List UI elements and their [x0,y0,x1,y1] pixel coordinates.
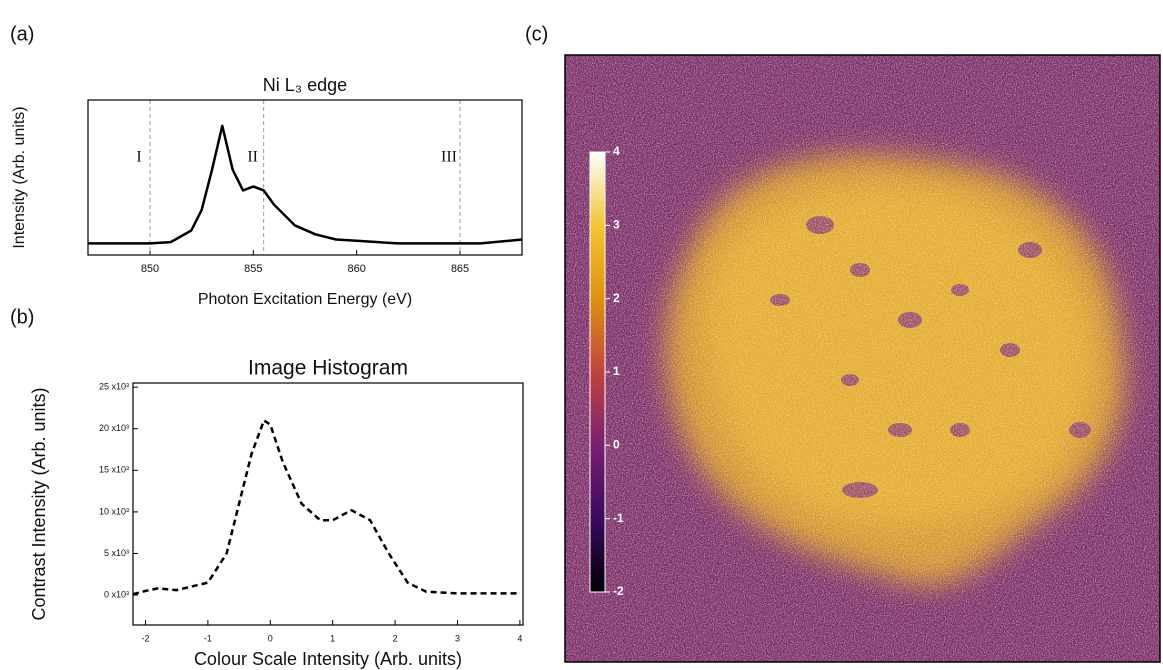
x-tick-label: -1 [204,633,212,643]
y-axis-label: Intensity (Arb. units) [11,106,28,248]
x-tick-label: 1 [330,633,335,643]
x-tick-label: 850 [141,263,159,275]
microscopy-image [565,55,1160,662]
reference-label: II [247,149,258,166]
x-tick-label: 855 [244,263,262,275]
data-line [132,419,520,596]
panel-label: (c) [525,23,548,45]
x-axis-label: Photon Excitation Energy (eV) [198,291,412,308]
y-tick-label: 5 x10³ [104,548,129,558]
x-tick-label: 865 [451,263,469,275]
colorbar-tick-label: 0 [613,438,620,452]
colorbar-tick-label: 3 [613,218,620,232]
colorbar-tick-label: 4 [613,144,620,158]
reference-label: III [441,149,457,166]
y-tick-label: 10 x10³ [99,506,129,516]
panel-label: (a) [10,23,34,45]
x-axis-label: Colour Scale Intensity (Arb. units) [194,649,462,669]
chart-title: Image Histogram [248,357,408,380]
y-tick-label: 25 x10³ [99,382,129,392]
colorbar-tick-label: -1 [613,511,624,525]
y-tick-label: 15 x10³ [99,465,129,475]
plot-frame [132,382,524,626]
colorbar-tick-label: 2 [613,291,620,305]
x-tick-label: 860 [347,263,365,275]
x-tick-label: 4 [517,633,522,643]
y-tick-label: 20 x10³ [99,423,129,433]
x-tick-label: -2 [141,633,149,643]
colorbar-tick-label: 1 [613,364,620,378]
reference-label: I [136,149,141,166]
chart-title: Ni L₃ edge [263,75,347,95]
data-line [88,124,523,245]
image-frame [564,54,1161,663]
y-axis-label: Contrast Intensity (Arb. units) [29,387,49,620]
x-tick-label: 2 [393,633,398,643]
plot-frame [87,99,523,256]
x-tick-label: 3 [455,633,460,643]
x-tick-label: 0 [268,633,273,643]
colorbar-tick-label: -2 [613,584,624,598]
y-tick-label: 0 x10³ [104,589,129,599]
colorbar [589,151,606,593]
panel-label: (b) [10,306,34,328]
